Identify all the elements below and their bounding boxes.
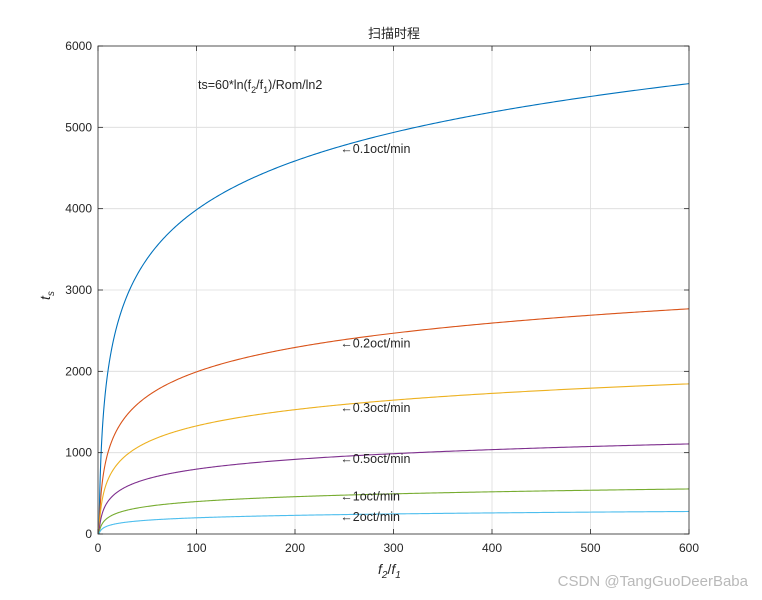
y-tick-label: 5000 (65, 120, 92, 134)
y-tick-label: 0 (85, 527, 92, 541)
series-annotation: ←2oct/min (340, 510, 400, 524)
series-line (98, 308, 690, 535)
x-label-slash: / (387, 561, 391, 577)
series-lines (98, 83, 690, 535)
series-line (98, 383, 690, 535)
series-line (98, 83, 690, 535)
x-label-f2: f (378, 561, 384, 577)
x-label-f1: f (391, 561, 397, 577)
x-label-sub1: 1 (395, 570, 401, 581)
formula-tail: )/Rom/ln2 (268, 78, 322, 92)
y-label-t: t (37, 295, 53, 300)
x-tick-label: 500 (580, 541, 600, 555)
formula-sub2: 1 (263, 85, 268, 95)
y-label-sub: s (46, 291, 57, 296)
y-tick-label: 4000 (65, 202, 92, 216)
y-axis-label: ts (37, 291, 57, 300)
y-tick-label: 3000 (65, 283, 92, 297)
series-annotation: ←0.2oct/min (340, 337, 410, 351)
x-tick-label: 100 (186, 541, 206, 555)
x-label-sub2: 2 (381, 570, 388, 581)
series-line (98, 488, 690, 535)
y-tick-label: 1000 (65, 446, 92, 460)
formula-mid: /f (256, 78, 263, 92)
formula-annotation: ts=60*ln(f2/f1)/Rom/ln2 (198, 78, 322, 95)
formula-base: ts=60*ln(f (198, 78, 252, 92)
x-tick-label: 600 (679, 541, 699, 555)
series-annotation: ←0.3oct/min (340, 401, 410, 415)
x-tick-label: 400 (482, 541, 502, 555)
x-tick-label: 300 (383, 541, 403, 555)
x-tick-label: 0 (95, 541, 102, 555)
y-tick-label: 2000 (65, 364, 92, 378)
series-line (98, 443, 690, 535)
formula-sub1: 2 (251, 85, 256, 95)
watermark: CSDN @TangGuoDeerBaba (558, 573, 749, 590)
ticks: 0 100 200 300 400 500 600010002000300040005000… (65, 39, 699, 555)
chart-title: 扫描时程 (368, 27, 420, 42)
x-axis-label: f2/f1 (378, 561, 401, 581)
series-line (98, 510, 690, 535)
x-tick-label: 200 (285, 541, 305, 555)
annotations: ←0.1oct/min ←0.2oct/min ←0.3oct/min ←0.5oct… (340, 142, 410, 524)
series-annotation: ←0.5oct/min (340, 452, 410, 466)
series-annotation: ←1oct/min (340, 490, 400, 504)
series-annotation: ←0.1oct/min (340, 142, 410, 156)
y-tick-label: 6000 (65, 39, 92, 53)
